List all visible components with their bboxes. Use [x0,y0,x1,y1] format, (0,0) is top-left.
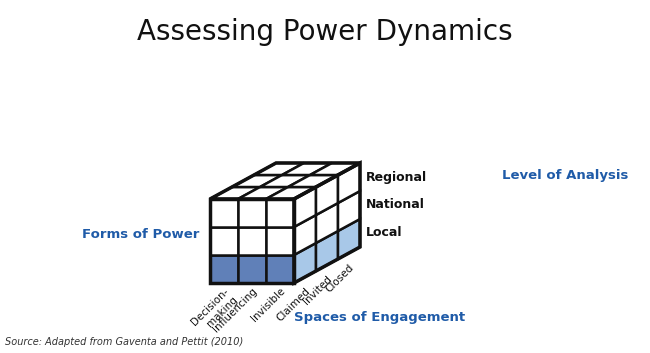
Polygon shape [294,215,316,255]
Polygon shape [316,203,338,243]
Polygon shape [294,243,316,283]
Polygon shape [266,187,316,199]
Text: Forms of Power: Forms of Power [82,228,200,241]
Polygon shape [238,227,266,255]
Text: Decision-
making: Decision- making [190,286,239,335]
Polygon shape [266,199,294,227]
Polygon shape [316,175,338,215]
Polygon shape [238,199,266,227]
Polygon shape [310,163,360,175]
Polygon shape [338,219,360,259]
Polygon shape [294,187,316,227]
Polygon shape [338,191,360,231]
Polygon shape [210,199,238,227]
Polygon shape [260,175,310,187]
Text: National: National [366,198,425,211]
Polygon shape [338,163,360,203]
Polygon shape [266,255,294,283]
Polygon shape [232,175,282,187]
Text: Invisible: Invisible [250,286,287,324]
Text: Closed: Closed [324,262,356,294]
Text: Spaces of Engagement: Spaces of Engagement [294,311,465,324]
Text: Assessing Power Dynamics: Assessing Power Dynamics [137,18,513,46]
Polygon shape [210,227,238,255]
Polygon shape [238,187,288,199]
Polygon shape [266,227,294,255]
Text: Local: Local [366,227,402,239]
Polygon shape [238,255,266,283]
Text: Source: Adapted from Gaventa and Pettit (2010): Source: Adapted from Gaventa and Pettit … [5,337,243,347]
Polygon shape [254,163,304,175]
Polygon shape [210,255,238,283]
Text: Claimed: Claimed [275,286,312,323]
Polygon shape [210,187,260,199]
Text: Influencing: Influencing [211,286,259,334]
Polygon shape [288,175,338,187]
Polygon shape [316,231,338,271]
Text: Level of Analysis: Level of Analysis [502,168,628,181]
Polygon shape [282,163,332,175]
Text: Invited: Invited [302,274,334,306]
Text: Regional: Regional [366,170,427,184]
